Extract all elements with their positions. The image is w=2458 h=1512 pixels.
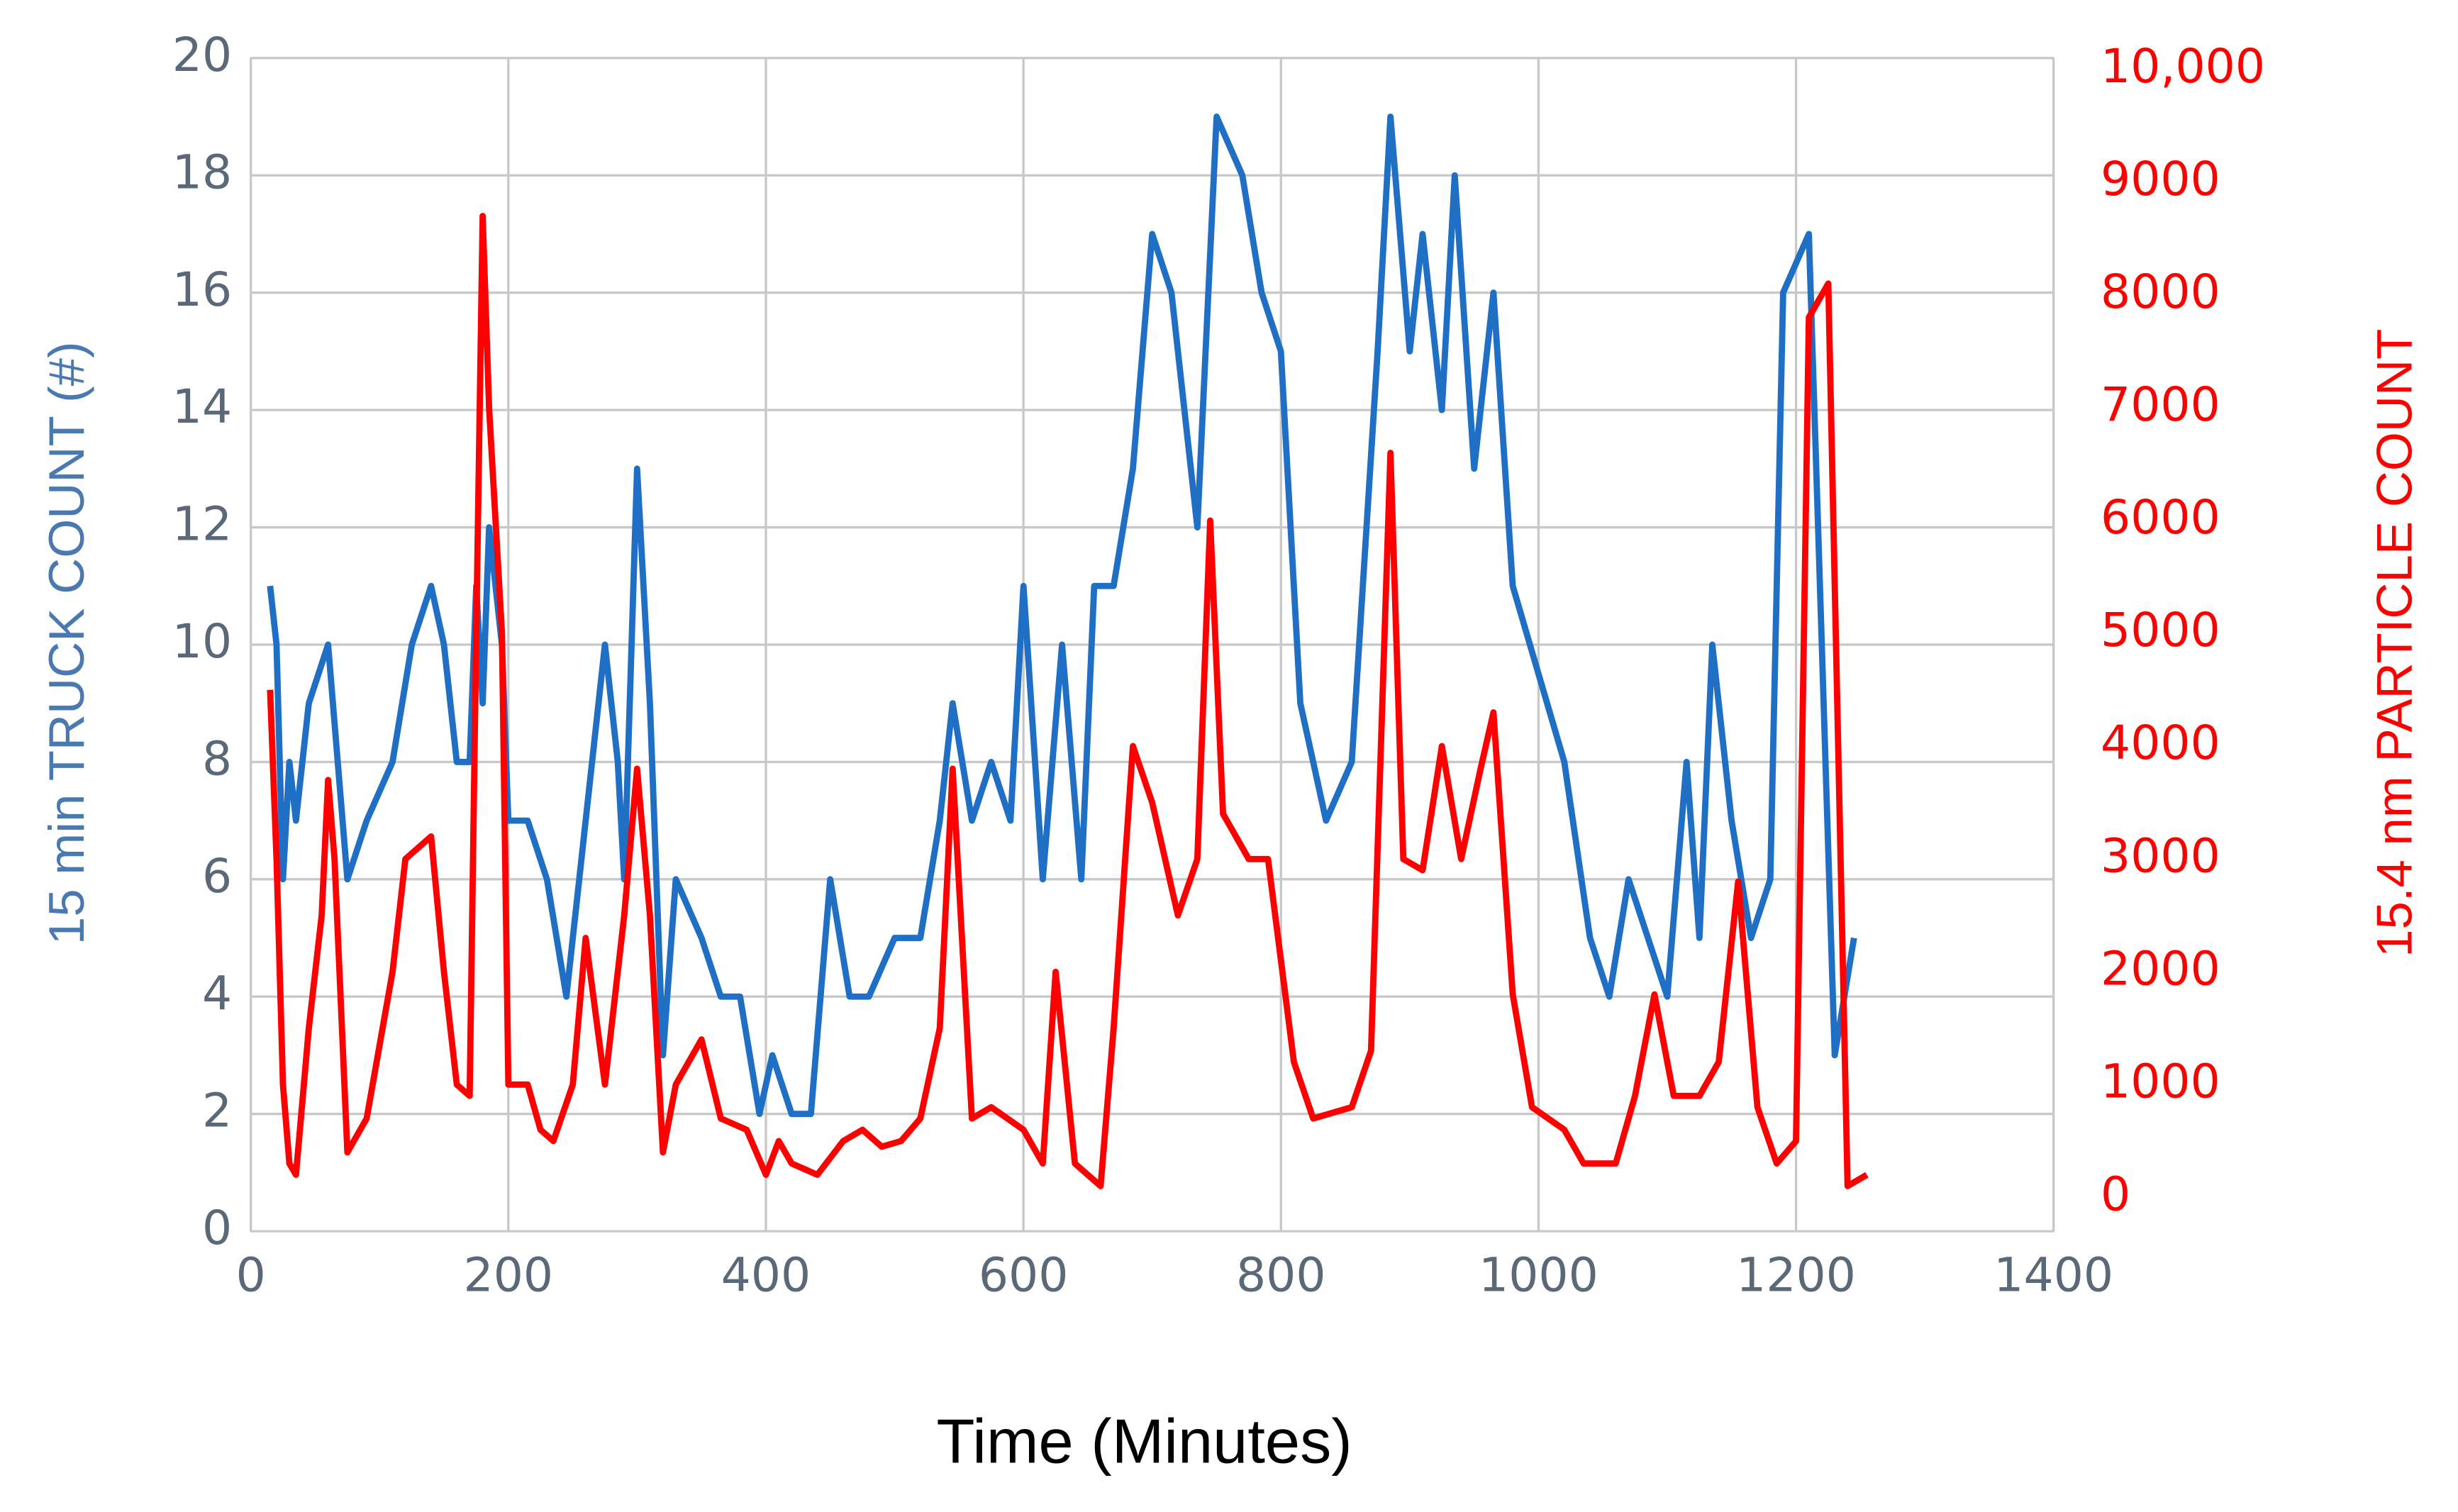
y2-tick-label: 2000 <box>2101 940 2220 996</box>
data-line <box>267 213 1869 1189</box>
y2-tick-label: 8000 <box>2101 264 2220 319</box>
y2-axis-title: 15.4 nm PARTICLE COUNT <box>2367 329 2423 957</box>
y2-tick-label: 9000 <box>2101 151 2220 206</box>
y2-tick-label: 5000 <box>2101 602 2220 657</box>
x-tick-label: 600 <box>979 1247 1069 1303</box>
y2-tick-label: 7000 <box>2101 377 2220 432</box>
y2-tick-label: 3000 <box>2101 828 2220 883</box>
y-tick-label: 14 <box>172 379 232 434</box>
x-tick-label: 0 <box>236 1247 266 1303</box>
y-tick-label: 2 <box>202 1083 232 1138</box>
y-tick-label: 12 <box>172 496 232 552</box>
x-axis-title: Time (Minutes) <box>937 1406 1352 1476</box>
y-tick-label: 10 <box>172 613 232 669</box>
y2-tick-label: 4000 <box>2101 715 2220 770</box>
y2-tick-label: 0 <box>2101 1166 2130 1221</box>
y-tick-label: 4 <box>202 965 232 1021</box>
y-axis-title: 15 min TRUCK COUNT (#) <box>38 341 94 945</box>
y-tick-label: 8 <box>202 730 232 786</box>
x-tick-label: 1000 <box>1479 1247 1598 1303</box>
x-tick-label: 1400 <box>1993 1247 2113 1303</box>
x-tick-label: 400 <box>721 1247 811 1303</box>
y-tick-label: 6 <box>202 848 232 904</box>
y-tick-label: 20 <box>172 27 232 82</box>
y2-tick-label: 10,000 <box>2101 38 2265 94</box>
x-tick-label: 200 <box>464 1247 554 1303</box>
y-tick-label: 18 <box>172 144 232 199</box>
x-tick-label: 800 <box>1236 1247 1326 1303</box>
y2-tick-label: 6000 <box>2101 489 2220 545</box>
y-tick-label: 0 <box>202 1200 232 1255</box>
y-tick-label: 16 <box>172 262 232 317</box>
x-tick-label: 1200 <box>1736 1247 1856 1303</box>
y2-tick-label: 1000 <box>2101 1053 2220 1108</box>
